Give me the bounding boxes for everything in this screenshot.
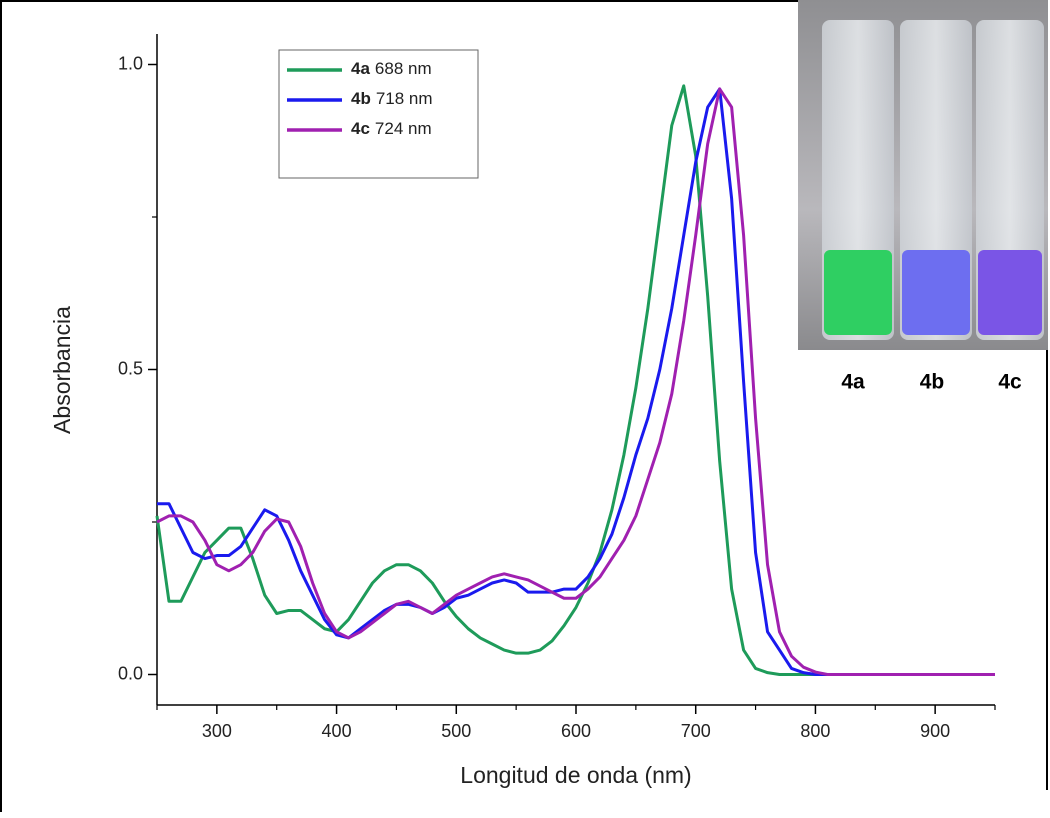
legend-entry: 4a 688 nm <box>351 59 432 78</box>
y-axis-label: Absorbancia <box>49 306 75 434</box>
legend-entry: 4c 724 nm <box>351 119 432 138</box>
legend-label: 724 nm <box>375 119 432 138</box>
x-axis-label: Longitud de onda (nm) <box>460 762 691 788</box>
legend-entry: 4b 718 nm <box>351 89 433 108</box>
inset-label: 4b <box>920 371 945 394</box>
y-tick-label: 0.5 <box>118 358 143 378</box>
legend-label: 718 nm <box>376 89 433 108</box>
legend-name: 4b <box>351 89 371 108</box>
x-tick-label: 900 <box>920 721 950 741</box>
y-tick-label: 0.0 <box>118 663 143 683</box>
x-tick-label: 400 <box>322 721 352 741</box>
x-tick-label: 500 <box>441 721 471 741</box>
x-tick-label: 700 <box>681 721 711 741</box>
x-tick-label: 300 <box>202 721 232 741</box>
inset-photo <box>798 0 1048 350</box>
inset-label: 4c <box>998 371 1022 394</box>
x-tick-label: 600 <box>561 721 591 741</box>
series-line <box>156 87 995 676</box>
legend-label: 688 nm <box>375 59 432 78</box>
legend-name: 4c <box>351 119 370 138</box>
inset-label: 4a <box>841 371 865 394</box>
x-tick-label: 800 <box>800 721 830 741</box>
y-tick-label: 1.0 <box>118 53 143 73</box>
legend-name: 4a <box>351 59 370 78</box>
